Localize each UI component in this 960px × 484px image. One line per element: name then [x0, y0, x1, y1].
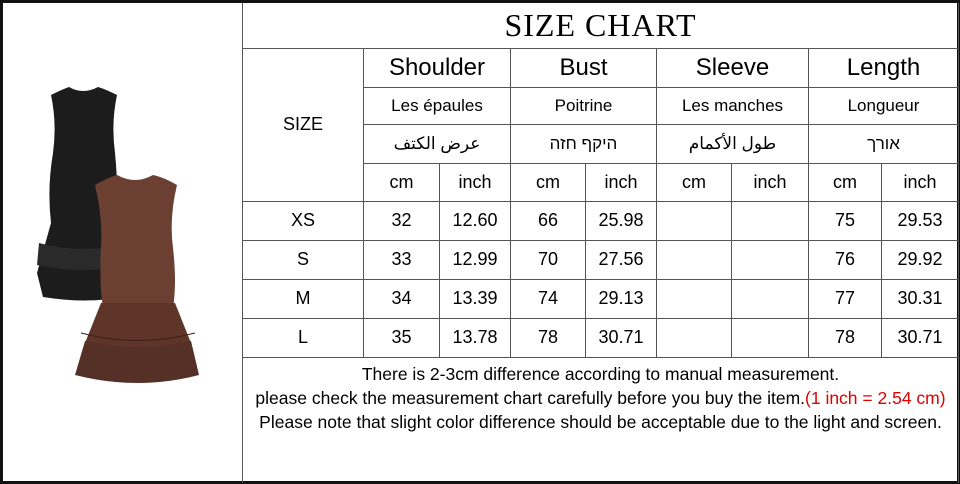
measurement-cell: 30.71 [881, 317, 959, 358]
col-sleeve-fr: Les manches [656, 86, 809, 125]
measurement-cell: 25.98 [585, 200, 657, 241]
table-row: L 35 13.78 78 30.71 78 30.71 [242, 317, 959, 358]
col-shoulder: Shoulder [363, 47, 511, 88]
col-bust-fr: Poitrine [510, 86, 657, 125]
measurement-cell: 77 [808, 278, 882, 319]
measurement-cell [656, 278, 732, 319]
unit-inch: inch [731, 162, 809, 202]
table-row: XS 32 12.60 66 25.98 75 29.53 [242, 200, 959, 241]
size-chart-table: SIZE CHART SIZE Shoulder Bust Sleeve Len… [242, 3, 959, 483]
measurement-cell: 74 [510, 278, 586, 319]
measurement-cell: 70 [510, 239, 586, 280]
col-length-he: ךרוא [808, 123, 959, 164]
measurement-cell [731, 317, 809, 358]
chart-title: SIZE CHART [242, 3, 959, 49]
measurement-cell: 29.13 [585, 278, 657, 319]
col-sleeve-ar: طول الأكمام [656, 123, 809, 164]
col-bust-he: הזח ףקיה [510, 123, 657, 164]
measurement-cell: 13.78 [439, 317, 511, 358]
measurement-cell: 30.31 [881, 278, 959, 319]
product-image-dresses [37, 87, 199, 383]
measurement-cell: 35 [363, 317, 440, 358]
size-label: L [242, 317, 364, 358]
unit-inch: inch [881, 162, 959, 202]
measurement-cell: 32 [363, 200, 440, 241]
size-label: XS [242, 200, 364, 241]
measurement-cell [731, 278, 809, 319]
measurement-cell: 30.71 [585, 317, 657, 358]
measurement-cell: 34 [363, 278, 440, 319]
col-sleeve: Sleeve [656, 47, 809, 88]
col-length-fr: Longueur [808, 86, 959, 125]
measurement-cell: 13.39 [439, 278, 511, 319]
measurement-cell: 12.99 [439, 239, 511, 280]
measurement-cell: 27.56 [585, 239, 657, 280]
unit-cm: cm [363, 162, 440, 202]
measurement-cell: 66 [510, 200, 586, 241]
unit-cm: cm [656, 162, 732, 202]
measurement-cell: 33 [363, 239, 440, 280]
measurement-cell: 29.53 [881, 200, 959, 241]
table-row: M 34 13.39 74 29.13 77 30.31 [242, 278, 959, 319]
unit-cm: cm [510, 162, 586, 202]
col-shoulder-ar: عرض الكتف [363, 123, 511, 164]
measurement-cell: 29.92 [881, 239, 959, 280]
measurement-cell [656, 239, 732, 280]
col-length: Length [808, 47, 959, 88]
size-label: S [242, 239, 364, 280]
note-line-1: There is 2-3cm difference according to m… [361, 363, 840, 384]
measurement-cell: 75 [808, 200, 882, 241]
size-header: SIZE [242, 47, 364, 202]
note-line-3: Please note that slight color difference… [259, 411, 942, 432]
notes: There is 2-3cm difference according to m… [242, 356, 959, 483]
note-line-2: please check the measurement chart caref… [253, 386, 948, 410]
unit-inch: inch [439, 162, 511, 202]
measurement-cell: 78 [808, 317, 882, 358]
unit-inch: inch [585, 162, 657, 202]
table-row: S 33 12.99 70 27.56 76 29.92 [242, 239, 959, 280]
col-bust: Bust [510, 47, 657, 88]
col-shoulder-fr: Les épaules [363, 86, 511, 125]
measurement-cell: 12.60 [439, 200, 511, 241]
unit-cm: cm [808, 162, 882, 202]
measurement-cell [731, 239, 809, 280]
size-rows: XS 32 12.60 66 25.98 75 29.53 S 33 12.99 70 27.56 76… [242, 200, 959, 358]
note-line-2-text: please check the measurement chart caref… [255, 387, 806, 408]
size-label: M [242, 278, 364, 319]
measurement-cell [656, 200, 732, 241]
units-row: cm inch cm inch cm inch cm inch [243, 162, 959, 202]
measurement-cell [656, 317, 732, 358]
measurement-cell [731, 200, 809, 241]
measurement-cell: 76 [808, 239, 882, 280]
measurement-cell: 78 [510, 317, 586, 358]
inch-conversion: (1 inch = 2.54 cm) [805, 387, 946, 408]
brown-dress-image [75, 175, 199, 383]
